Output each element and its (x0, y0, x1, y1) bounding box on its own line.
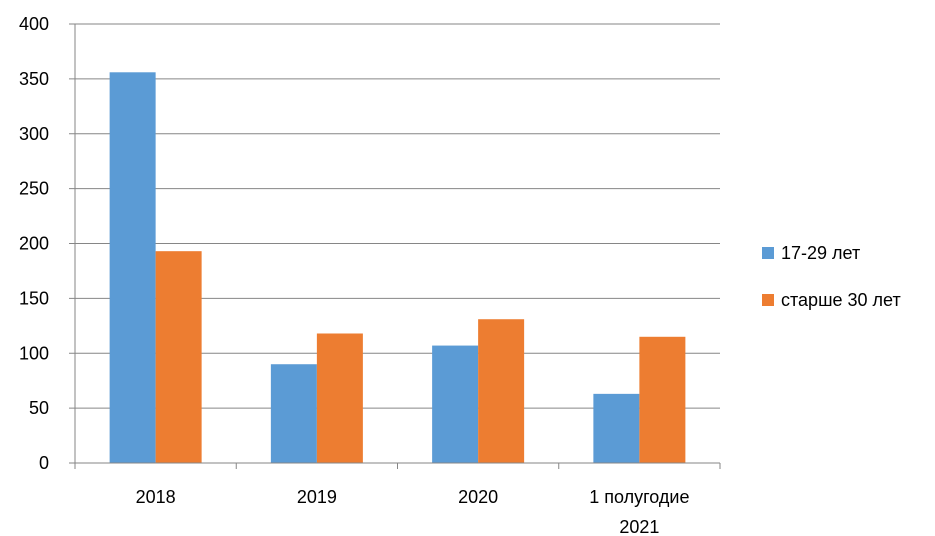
y-tick-label: 200 (19, 234, 49, 254)
y-tick-label: 100 (19, 343, 49, 363)
bar-series-2 (639, 336, 686, 463)
x-tick-label: 2018 (136, 487, 176, 507)
x-tick-label: 2021 (619, 517, 659, 536)
x-tick-label: 2020 (458, 487, 498, 507)
y-tick-label: 350 (19, 69, 49, 89)
y-tick-label: 400 (19, 14, 49, 34)
x-tick-labels: 2018 2019 2020 1 полугодие 2021 (136, 487, 690, 536)
bar-series-1 (432, 345, 479, 463)
bars (109, 72, 686, 463)
bar-series-1 (593, 393, 640, 463)
bar-series-2 (316, 333, 363, 463)
y-tick-label: 150 (19, 288, 49, 308)
y-tick-labels: 0 50 100 150 200 250 300 350 400 (19, 14, 49, 473)
x-tick-label: 2019 (297, 487, 337, 507)
bar-series-2 (155, 251, 202, 463)
legend-label: старше 30 лет (781, 290, 901, 310)
y-tick-label: 50 (29, 398, 49, 418)
bar-series-1 (270, 364, 317, 463)
legend-label: 17-29 лет (781, 243, 860, 263)
legend-swatch (762, 247, 774, 259)
legend-swatch (762, 294, 774, 306)
axes (69, 23, 721, 469)
legend: 17-29 лет старше 30 лет (762, 243, 901, 310)
x-tick-label: 1 полугодие (589, 487, 689, 507)
bar-series-1 (109, 72, 156, 463)
y-tick-label: 0 (39, 453, 49, 473)
y-tick-label: 250 (19, 179, 49, 199)
y-tick-label: 300 (19, 124, 49, 144)
bar-series-2 (478, 319, 525, 463)
